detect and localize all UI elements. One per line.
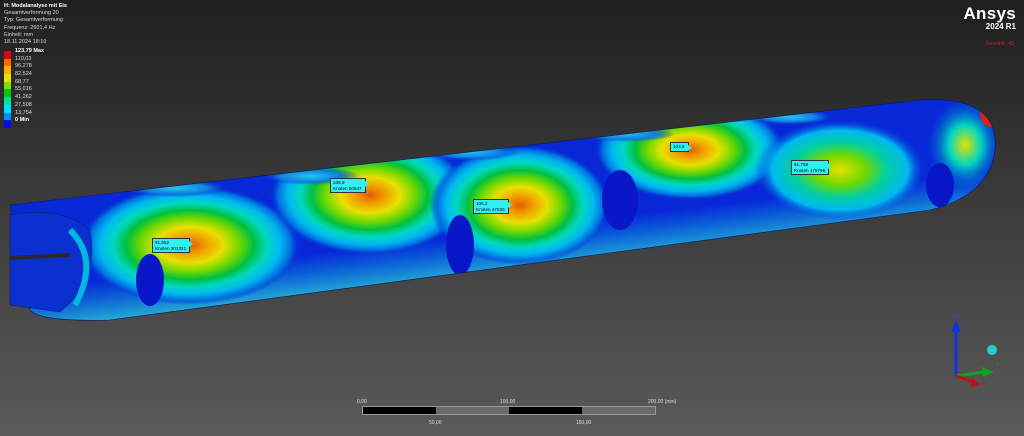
scale-segment xyxy=(509,407,582,414)
probe-label[interactable]: 105,9 Knoten 50547 xyxy=(330,178,369,193)
probe-value: 103,8 xyxy=(673,144,685,149)
legend-swatch xyxy=(4,104,11,113)
frequency: Frequenz: 2601,4 Hz xyxy=(4,24,56,31)
legend-label: 55,016 xyxy=(15,86,32,93)
legend-swatch xyxy=(4,51,11,59)
legend-label: 41,262 xyxy=(15,94,32,101)
probe-value: 91,552 xyxy=(155,240,170,245)
x-axis-arrow xyxy=(955,374,975,384)
legend-swatch xyxy=(4,112,11,121)
probe-value: 105,2 xyxy=(476,201,488,206)
scale-label: 100,00 xyxy=(500,399,516,405)
legend-swatch xyxy=(4,89,11,98)
y-axis-label: Y xyxy=(996,362,1000,368)
result-info: H: Modalanalyse mit Eis Gesamtverformung… xyxy=(4,3,67,46)
scale-label: 0,00 xyxy=(357,399,367,405)
y-axis-arrow xyxy=(955,370,985,378)
probe-node: Knoten 47530 xyxy=(476,206,505,212)
scale-label: 150,00 xyxy=(576,420,592,426)
probe-node: Knoten 175795 xyxy=(794,167,826,173)
legend-label: 0 Min xyxy=(15,117,30,124)
legend-label: 96,278 xyxy=(15,63,32,70)
iso-view-ball[interactable] xyxy=(987,345,997,355)
unit: Einheit: mm xyxy=(4,31,34,38)
brand-name: Ansys xyxy=(963,4,1016,23)
legend-swatch xyxy=(4,66,11,75)
result-type: Typ: Gesamtverformung xyxy=(4,17,63,24)
legend-swatch xyxy=(4,74,11,82)
probe-label[interactable]: 91,758 Knoten 175795 xyxy=(791,160,833,175)
brand-version: 2024 R1 xyxy=(985,22,1016,31)
legend-label: 110,03 xyxy=(15,55,32,62)
probe-label[interactable]: 91,552 Knoten 201321 xyxy=(152,238,194,253)
ansys-logo: Ansys 2024 R1 xyxy=(963,4,1016,31)
selection-info: Gewählt : 43 xyxy=(985,41,1014,47)
legend-label: 27,508 xyxy=(15,101,32,108)
legend-label: 123,79 Max xyxy=(15,48,45,54)
result-name: Gesamtverformung 20 xyxy=(4,10,59,17)
probe-value: 105,9 xyxy=(333,180,345,185)
scale-label: 200,00 (mm) xyxy=(648,399,677,405)
legend-label: 13,754 xyxy=(15,109,32,116)
probe-label[interactable]: 105,2 Knoten 47530 xyxy=(473,199,512,214)
scale-label: 50,00 xyxy=(429,420,442,426)
legend-swatch xyxy=(4,81,11,90)
axis-triad[interactable]: Z Y X xyxy=(940,310,1010,390)
probe-node: Knoten 201321 xyxy=(155,245,187,251)
scale-segment xyxy=(363,407,436,414)
legend-swatch xyxy=(4,97,11,105)
legend-swatch xyxy=(4,58,11,67)
x-axis-label: X xyxy=(982,382,986,388)
analysis-title: H: Modalanalyse mit Eis xyxy=(4,3,67,9)
legend-label: 82,524 xyxy=(15,71,32,78)
z-axis-label: Z xyxy=(954,314,957,320)
probe-node: Knoten 50547 xyxy=(333,185,362,191)
legend-swatch xyxy=(4,120,11,128)
probe-label[interactable]: 103,8 xyxy=(670,142,691,152)
scale-bar-rule xyxy=(362,406,656,415)
probe-value: 91,758 xyxy=(794,162,809,167)
date: 18.11.2024 18:10 xyxy=(4,39,47,46)
legend-label: 68,77 xyxy=(15,78,29,85)
